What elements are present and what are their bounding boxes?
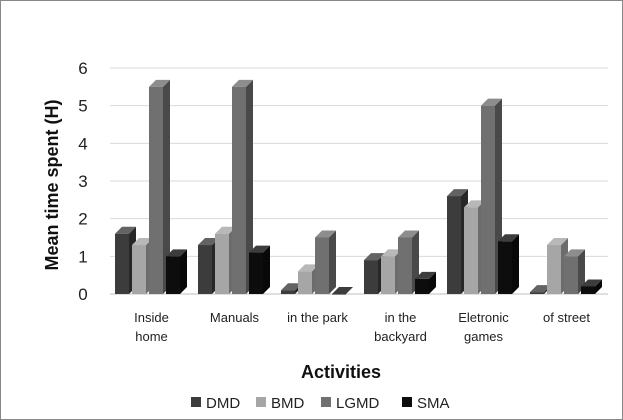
- x-axis-labels: Inside home Manuals in the park in the backya…: [134, 310, 590, 344]
- legend-swatch: [191, 397, 201, 407]
- y-axis-ticks: 0 1 2 3 4 5 6: [78, 59, 87, 304]
- y-tick-label: 5: [78, 97, 87, 116]
- category-label: of street: [543, 310, 590, 325]
- legend-swatch: [321, 397, 331, 407]
- category-label: games: [464, 329, 504, 344]
- y-axis-title: Mean time spent (H): [42, 99, 62, 270]
- y-tick-label: 2: [78, 210, 87, 229]
- category-label: Inside: [134, 310, 169, 325]
- category-label: in the park: [287, 310, 348, 325]
- legend-item-bmd: BMD: [256, 395, 305, 412]
- category-label: Eletronic: [458, 310, 509, 325]
- legend-label: SMA: [417, 395, 450, 412]
- legend: DMD BMD LGMD SMA: [191, 395, 450, 412]
- category-label: Manuals: [210, 310, 260, 325]
- legend-swatch: [402, 397, 412, 407]
- bar-sma-0: [166, 249, 187, 294]
- legend-label: DMD: [206, 395, 240, 412]
- legend-item-sma: SMA: [402, 395, 450, 412]
- bar-sma-4: [498, 234, 519, 294]
- bar-sma-1: [249, 246, 270, 294]
- legend-label: BMD: [271, 395, 305, 412]
- bars: [115, 80, 602, 295]
- legend-item-dmd: DMD: [191, 395, 240, 412]
- legend-swatch: [256, 397, 266, 407]
- y-tick-label: 6: [78, 59, 87, 78]
- category-label: backyard: [374, 329, 427, 344]
- x-axis-title: Activities: [301, 362, 381, 382]
- legend-label: LGMD: [336, 395, 380, 412]
- y-tick-label: 4: [78, 134, 87, 153]
- bar-sma-2: [332, 287, 353, 295]
- y-tick-label: 1: [78, 247, 87, 266]
- y-tick-label: 3: [78, 172, 87, 191]
- category-label: in the: [385, 310, 417, 325]
- bar-lgmd-2: [315, 231, 336, 295]
- y-tick-label: 0: [78, 285, 87, 304]
- legend-item-lgmd: LGMD: [321, 395, 380, 412]
- category-label: home: [135, 329, 168, 344]
